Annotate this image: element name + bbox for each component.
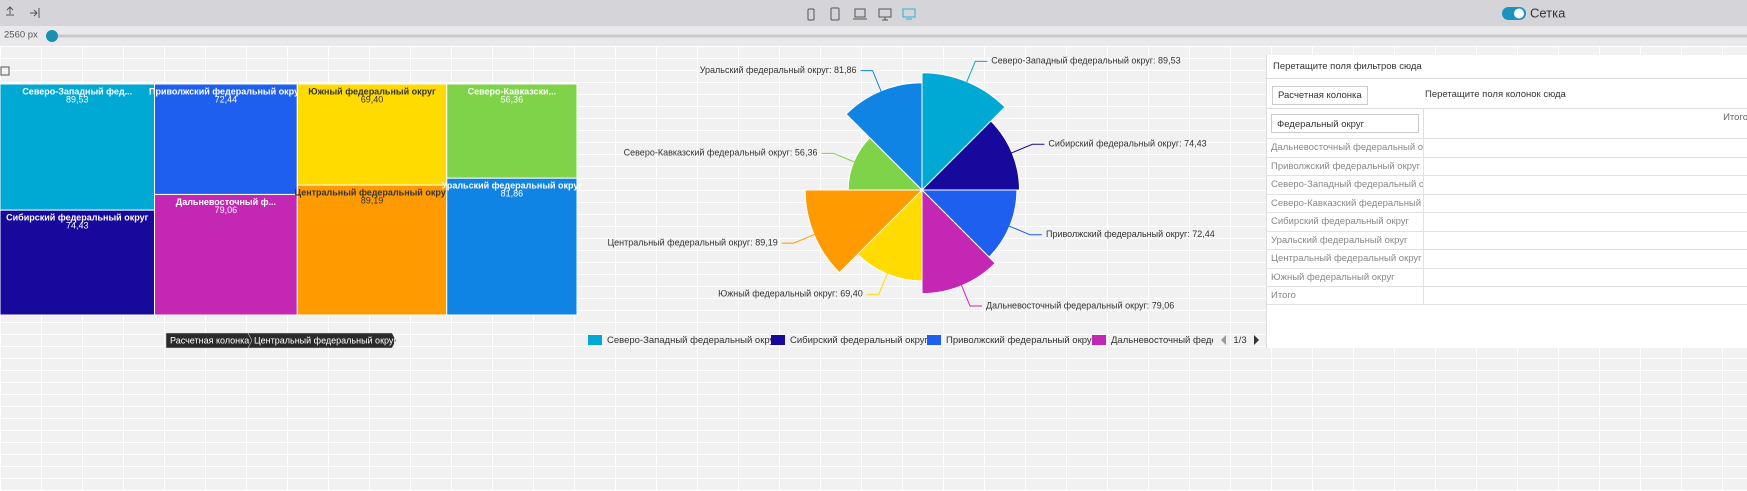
pivot-row-header: Уральский федеральный округ bbox=[1267, 230, 1423, 250]
pivot-row-header: Дальневосточный федеральный округ bbox=[1267, 138, 1423, 157]
device-wide[interactable] bbox=[902, 8, 916, 20]
export-icon[interactable] bbox=[6, 6, 14, 16]
device-phone[interactable] bbox=[807, 8, 815, 21]
pivot-total-cell bbox=[1423, 286, 1747, 305]
treemap-cell bbox=[154, 83, 298, 195]
legend-next[interactable] bbox=[1254, 335, 1259, 345]
pivot-total-row: Итого bbox=[1267, 286, 1423, 305]
treemap-label: Дальневосточный ф... bbox=[176, 197, 276, 207]
legend-swatch bbox=[771, 335, 785, 345]
device-laptop[interactable] bbox=[853, 8, 867, 20]
toggle-knob bbox=[1514, 8, 1524, 19]
label-leader bbox=[960, 283, 983, 307]
pivot-row-cell bbox=[1423, 212, 1747, 231]
breadcrumb-label: Центральный федеральный округ bbox=[254, 335, 397, 345]
legend-swatch bbox=[588, 335, 602, 345]
legend: Северо-Западный федеральный округ Сибирск… bbox=[588, 335, 1265, 346]
treemap-value: 81,86 bbox=[501, 189, 524, 199]
treemap-label: Южный федеральный округ bbox=[308, 86, 436, 96]
width-label: 2560 px bbox=[4, 30, 38, 41]
label-leader bbox=[866, 271, 889, 295]
treemap-value: 69,40 bbox=[361, 94, 384, 104]
treemap-cell bbox=[0, 83, 156, 211]
pivot-row-header: Северо-Западный федеральный округ bbox=[1267, 175, 1423, 194]
slice-label: Центральный федеральный округ: 89,19 bbox=[608, 238, 778, 248]
column-drop-zone: Перетащите поля колонок сюда bbox=[1425, 89, 1566, 100]
treemap-cell bbox=[446, 177, 578, 316]
slice-label: Дальневосточный федеральный округ: 79,06 bbox=[986, 300, 1174, 310]
pivot-row-header: Центральный федеральный округ bbox=[1267, 249, 1423, 268]
select-icon[interactable] bbox=[0, 66, 10, 76]
treemap-label: Северо-Западный фед... bbox=[22, 86, 132, 96]
legend-swatch bbox=[927, 335, 941, 345]
pivot-row-cell bbox=[1423, 175, 1747, 194]
pivot-row-header: Сибирский федеральный округ bbox=[1267, 212, 1423, 231]
pivot-row-cell bbox=[1423, 267, 1747, 286]
treemap-cell bbox=[0, 209, 156, 316]
width-slider: 2560 px bbox=[4, 30, 1747, 42]
pivot-row-cell bbox=[1423, 230, 1747, 249]
legend-page: 1/3 bbox=[1233, 335, 1246, 346]
legend-label: Сибирский федеральный округ bbox=[790, 335, 929, 346]
filter-drop-zone: Перетащите поля фильтров сюда bbox=[1267, 55, 1747, 79]
slice-label: Северо-Западный федеральный округ: 89,53 bbox=[991, 56, 1180, 66]
slice-label: Уральский федеральный округ: 81,86 bbox=[700, 65, 857, 75]
toolbar: Сетка bbox=[0, 0, 1747, 26]
pivot-row-header: Приволжский федеральный округ bbox=[1267, 156, 1423, 176]
breadcrumb-item[interactable] bbox=[247, 332, 397, 349]
treemap-label: Приволжский федеральный округ bbox=[149, 86, 303, 96]
pivot-table: Перетащите поля фильтров сюда Расчетная к… bbox=[1266, 55, 1747, 348]
treemap-value: 56,36 bbox=[501, 94, 524, 104]
treemap-label: Уральский федеральный округ bbox=[442, 181, 583, 191]
pivot-row-cell bbox=[1423, 249, 1747, 268]
treemap-value: 72,44 bbox=[215, 94, 238, 104]
collapse-icon[interactable] bbox=[30, 8, 40, 18]
treemap-value: 89,53 bbox=[66, 94, 89, 104]
legend-swatch bbox=[1092, 335, 1106, 345]
total-header: Итого bbox=[1423, 108, 1747, 138]
calc-column-button[interactable]: Расчетная колонка bbox=[1272, 86, 1368, 105]
treemap-cell bbox=[154, 193, 298, 316]
slice-label: Южный федеральный округ: 69,40 bbox=[718, 289, 863, 299]
row-field-dropdown[interactable]: Федеральный округ bbox=[1271, 114, 1419, 133]
breadcrumb-label: Расчетная колонка bbox=[170, 335, 249, 345]
slice-label: Сибирский федеральный округ: 74,43 bbox=[1048, 139, 1206, 149]
label-leader bbox=[781, 233, 817, 244]
treemap-label: Центральный федеральный округ bbox=[295, 187, 450, 197]
pivot-row-header: Южный федеральный округ bbox=[1267, 267, 1423, 287]
grid-toggle-label: Сетка bbox=[1530, 5, 1566, 20]
treemap-value: 74,43 bbox=[66, 221, 89, 231]
label-leader bbox=[1007, 225, 1042, 236]
treemap-value: 79,06 bbox=[215, 205, 238, 215]
device-tablet[interactable] bbox=[830, 7, 840, 21]
slider-knob[interactable] bbox=[46, 30, 58, 42]
treemap-value: 89,19 bbox=[361, 195, 384, 205]
legend-prev[interactable] bbox=[1221, 335, 1226, 345]
treemap-cell bbox=[446, 83, 578, 179]
charts: Северо-Западный фед...89,53 Сибирский фед… bbox=[0, 56, 1265, 349]
header-divider bbox=[1267, 108, 1747, 109]
label-leader bbox=[965, 60, 988, 84]
slice-label: Северо-Кавказский федеральный округ: 56,… bbox=[624, 148, 818, 158]
toolbar-icons: Сетка bbox=[6, 5, 1566, 21]
legend-label: Приволжский федеральный округ bbox=[946, 335, 1096, 346]
label-leader bbox=[860, 70, 883, 93]
pivot-row-cell bbox=[1423, 156, 1747, 175]
treemap-label: Сибирский федеральный округ bbox=[6, 213, 148, 223]
width-slider-bar: 2560 px bbox=[0, 26, 1747, 46]
treemap-label: Северо-Кавказски... bbox=[468, 86, 556, 96]
legend-label: Дальневосточный федеральный округ bbox=[1111, 335, 1265, 346]
legend-label: Северо-Западный федеральный округ bbox=[607, 335, 778, 346]
device-desktop[interactable] bbox=[878, 8, 892, 21]
label-leader bbox=[1010, 143, 1045, 154]
slice-label: Приволжский федеральный округ: 72,44 bbox=[1046, 229, 1215, 239]
treemap-cell bbox=[296, 184, 448, 316]
label-leader bbox=[821, 152, 856, 163]
pivot-row-cell bbox=[1423, 193, 1747, 212]
pivot-row-header: Северо-Кавказский федеральный округ bbox=[1267, 193, 1423, 213]
pivot-row-cell bbox=[1423, 138, 1747, 157]
